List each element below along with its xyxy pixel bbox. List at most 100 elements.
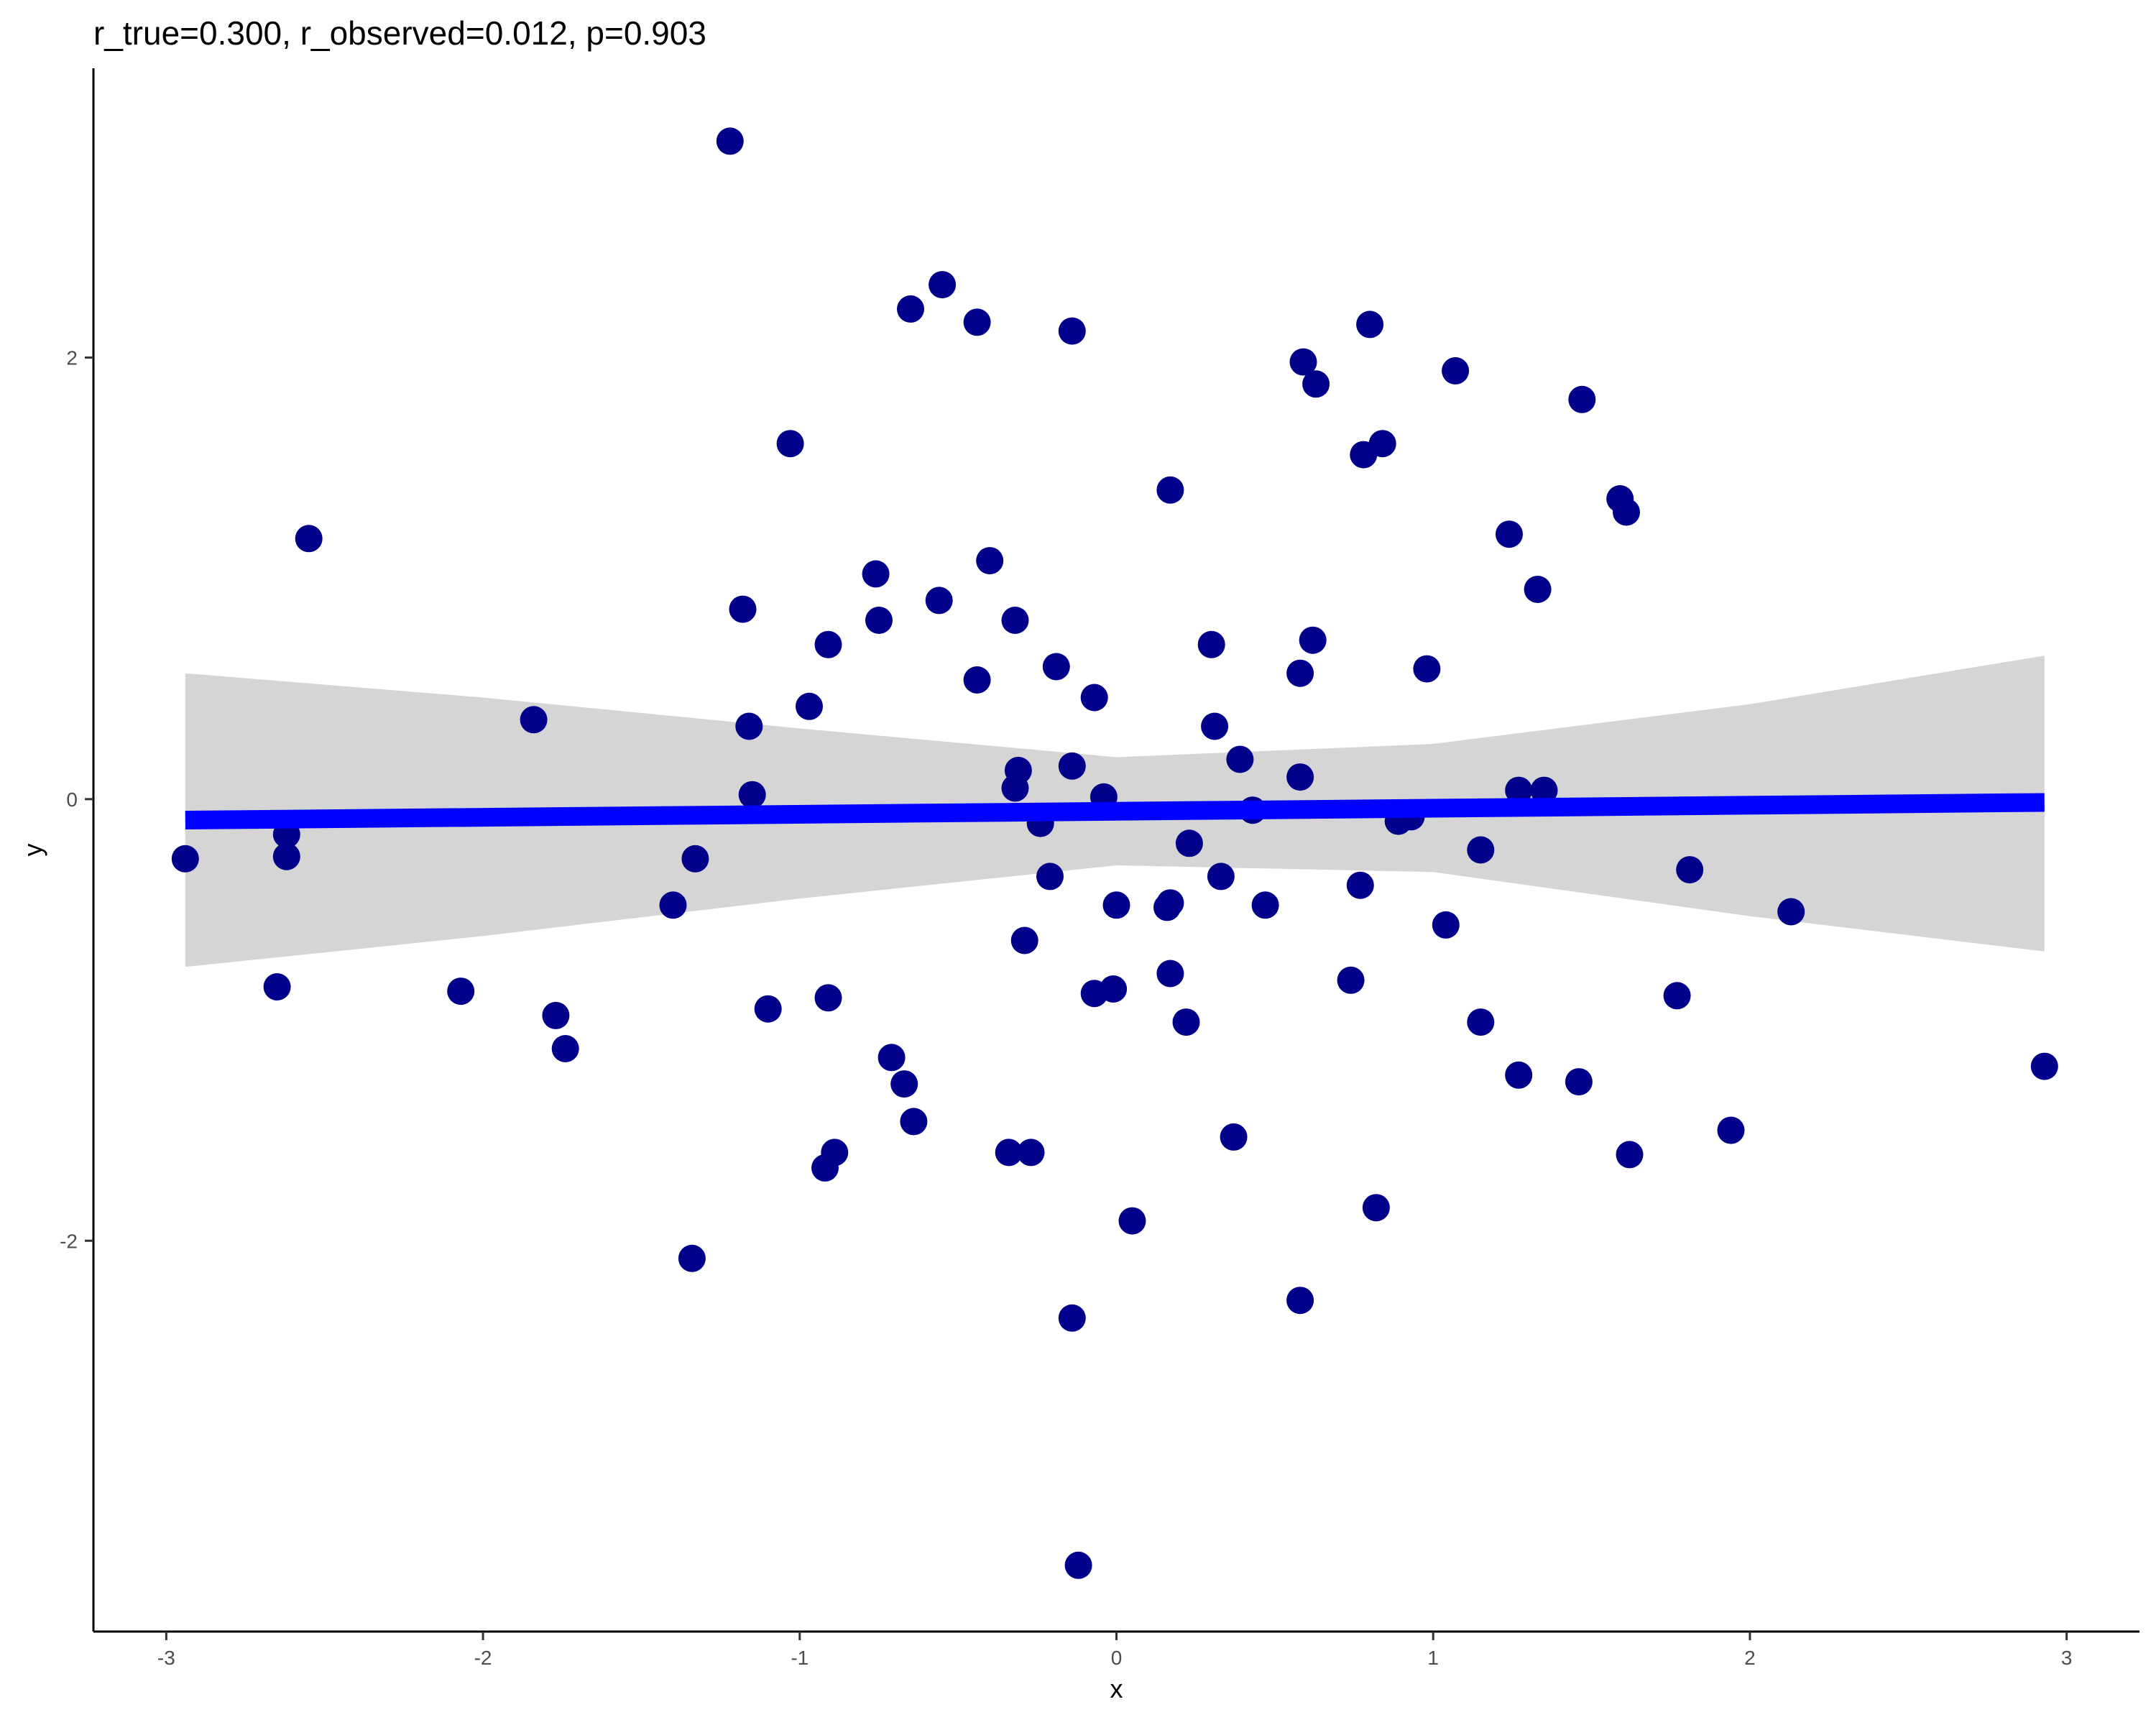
data-point-15: [1613, 498, 1640, 526]
data-point-77: [542, 1001, 570, 1029]
data-point-9: [1568, 385, 1596, 413]
data-point-92: [1616, 1141, 1644, 1169]
x-tick-label: 1: [1427, 1647, 1439, 1669]
data-point-29: [1413, 655, 1441, 683]
data-point-31: [963, 666, 991, 694]
x-tick-label: -3: [157, 1647, 175, 1669]
data-point-25: [1299, 626, 1327, 654]
data-point-55: [681, 845, 709, 873]
data-point-97: [1286, 1287, 1314, 1315]
data-point-20: [1524, 576, 1552, 603]
data-point-63: [1102, 891, 1130, 919]
x-axis-title: x: [1110, 1674, 1123, 1703]
data-point-58: [1207, 862, 1235, 891]
data-point-44: [738, 781, 766, 809]
data-point-23: [865, 607, 893, 634]
y-axis-title: y: [18, 844, 47, 857]
data-point-7: [1442, 356, 1470, 385]
data-point-86: [900, 1108, 928, 1136]
data-point-0: [716, 127, 744, 155]
data-point-1: [929, 271, 957, 299]
data-point-2: [897, 295, 924, 323]
data-point-53: [272, 842, 300, 870]
regression-line: [185, 793, 2045, 830]
data-point-10: [776, 430, 804, 458]
data-point-27: [1197, 630, 1225, 658]
data-point-8: [1302, 370, 1330, 398]
chart-title: r_true=0.300, r_observed=0.012, p=0.903: [93, 14, 706, 52]
data-point-71: [447, 978, 475, 1006]
data-point-81: [877, 1044, 906, 1072]
data-point-62: [659, 891, 687, 919]
data-point-52: [1467, 836, 1495, 864]
data-point-34: [520, 706, 548, 734]
data-point-21: [925, 586, 953, 615]
data-point-96: [678, 1244, 706, 1272]
data-point-66: [1432, 911, 1460, 939]
data-point-61: [1153, 893, 1181, 921]
data-point-42: [1505, 776, 1533, 804]
data-point-98: [1058, 1304, 1086, 1332]
data-point-5: [1356, 310, 1384, 339]
data-point-65: [1777, 898, 1805, 926]
data-point-3: [963, 308, 991, 336]
y-tick-label: 0: [66, 788, 78, 811]
data-point-12: [1350, 441, 1378, 469]
x-tick-label: 0: [1111, 1647, 1123, 1669]
data-points: [171, 127, 2058, 1579]
y-tick-label: -2: [60, 1230, 78, 1252]
data-point-30: [1286, 659, 1314, 687]
data-point-94: [1362, 1194, 1390, 1222]
data-point-73: [1080, 980, 1108, 1008]
data-point-13: [1156, 476, 1184, 504]
data-point-36: [1201, 712, 1229, 740]
data-point-22: [729, 595, 757, 623]
data-point-64: [1251, 891, 1279, 919]
data-point-90: [995, 1138, 1023, 1167]
data-point-99: [1064, 1551, 1092, 1579]
data-point-85: [2030, 1052, 2058, 1080]
data-point-32: [1080, 684, 1108, 712]
data-point-84: [1565, 1068, 1593, 1096]
data-point-54: [171, 845, 199, 873]
data-point-67: [1010, 926, 1038, 954]
data-point-28: [1042, 653, 1070, 681]
y-tick-label: 2: [66, 346, 78, 369]
x-tick-label: 3: [2061, 1647, 2073, 1669]
data-point-76: [754, 995, 782, 1023]
data-point-17: [1496, 520, 1523, 548]
data-point-87: [1717, 1116, 1745, 1144]
data-point-82: [890, 1070, 918, 1098]
data-point-18: [976, 547, 1004, 575]
data-point-41: [1001, 774, 1029, 802]
data-point-19: [862, 560, 890, 588]
data-point-78: [1172, 1008, 1200, 1036]
data-point-37: [1226, 745, 1254, 773]
data-point-4: [1058, 317, 1086, 345]
data-point-79: [1467, 1008, 1495, 1036]
data-point-39: [1058, 752, 1086, 780]
data-point-83: [1505, 1061, 1533, 1089]
data-point-33: [796, 692, 823, 720]
data-point-35: [735, 712, 763, 740]
data-point-56: [1676, 856, 1704, 884]
data-point-69: [1337, 966, 1365, 994]
data-point-95: [1118, 1207, 1146, 1235]
data-point-57: [1036, 862, 1064, 891]
y-axis-ticks: -2 0 2: [60, 346, 93, 1252]
data-point-75: [1663, 982, 1691, 1010]
data-point-51: [1175, 829, 1203, 857]
data-point-88: [1220, 1123, 1248, 1151]
data-point-59: [1346, 871, 1374, 899]
data-point-16: [295, 525, 323, 553]
data-point-91: [1017, 1138, 1045, 1167]
x-tick-label: -2: [474, 1647, 492, 1669]
x-axis-ticks: -3 -2 -1 0 1 2 3: [157, 1632, 2073, 1669]
x-tick-label: -1: [791, 1647, 808, 1669]
data-point-6: [1289, 348, 1317, 376]
data-point-80: [551, 1035, 579, 1062]
data-point-70: [263, 973, 291, 1000]
data-point-43: [1530, 776, 1558, 804]
data-point-40: [1286, 763, 1314, 791]
